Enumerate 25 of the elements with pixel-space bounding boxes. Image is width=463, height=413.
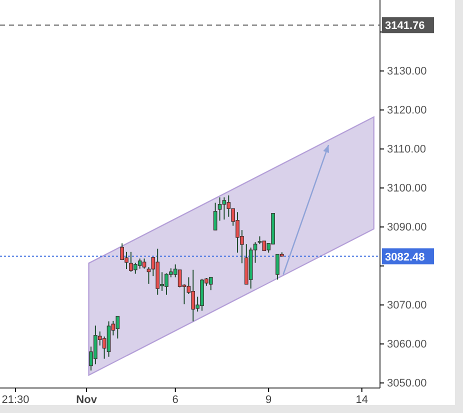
candlestick [213, 202, 218, 231]
y-tick-label: 3130.00 [387, 65, 427, 78]
x-tick-label: 6 [172, 394, 178, 406]
x-tick-label: 21:30 [2, 394, 30, 406]
candlestick [191, 269, 196, 322]
candlestick [142, 258, 146, 270]
y-tick-label: 3120.00 [387, 104, 427, 116]
candlestick [138, 258, 142, 270]
x-tick-label: Nov [76, 394, 98, 406]
y-tick-label: 3100.00 [387, 182, 427, 194]
ref-line-label: 3141.76 [385, 20, 425, 32]
candlestick [208, 276, 213, 291]
x-tick-label: 9 [266, 394, 272, 406]
candlestick [116, 316, 120, 339]
ref-line-label: 3082.48 [385, 251, 425, 264]
y-tick-label: 3070.00 [387, 299, 427, 312]
y-tick-label: 3060.00 [387, 338, 427, 350]
candlestick [178, 269, 182, 288]
x-tick-label: 14 [356, 394, 368, 406]
candlestick [262, 240, 266, 252]
candlestick [222, 196, 226, 220]
y-tick-label: 3090.00 [387, 221, 427, 234]
candlestick [218, 196, 222, 222]
y-tick-label: 3110.00 [387, 143, 426, 156]
y-tick-label: 3050.00 [387, 377, 427, 390]
